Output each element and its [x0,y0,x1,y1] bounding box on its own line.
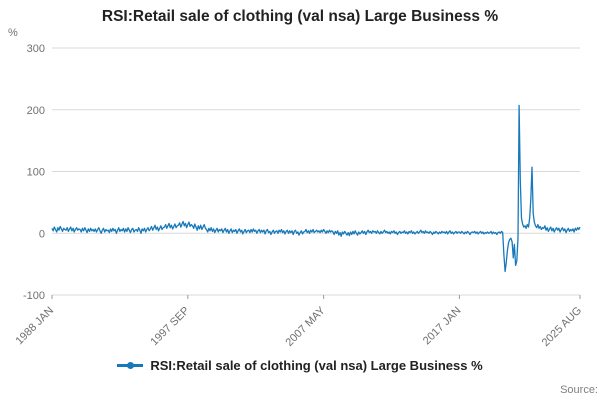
svg-text:1997 SEP: 1997 SEP [148,305,192,349]
legend-point-marker [127,362,135,369]
svg-text:2007 MAY: 2007 MAY [283,304,328,349]
chart-title: RSI:Retail sale of clothing (val nsa) La… [101,8,499,25]
svg-text:2017 JAN: 2017 JAN [421,305,464,348]
svg-text:100: 100 [27,167,45,179]
svg-text:-100: -100 [23,290,45,302]
svg-text:0: 0 [39,228,45,240]
line-chart: -100 0 100 200 300 1988 JAN 1997 SEP 2007 MAY 20… [13,43,584,349]
y-axis-unit-label: % [8,27,18,39]
svg-text:300: 300 [27,43,45,55]
legend-line-marker [117,361,144,370]
legend-label: RSI:Retail sale of clothing (val nsa) La… [150,358,483,373]
source-label: Source: [560,384,598,396]
svg-text:200: 200 [27,105,45,117]
svg-text:2025 AUG: 2025 AUG [540,305,584,349]
svg-text:1988 JAN: 1988 JAN [13,305,56,348]
legend[interactable]: RSI:Retail sale of clothing (val nsa) La… [0,358,600,373]
